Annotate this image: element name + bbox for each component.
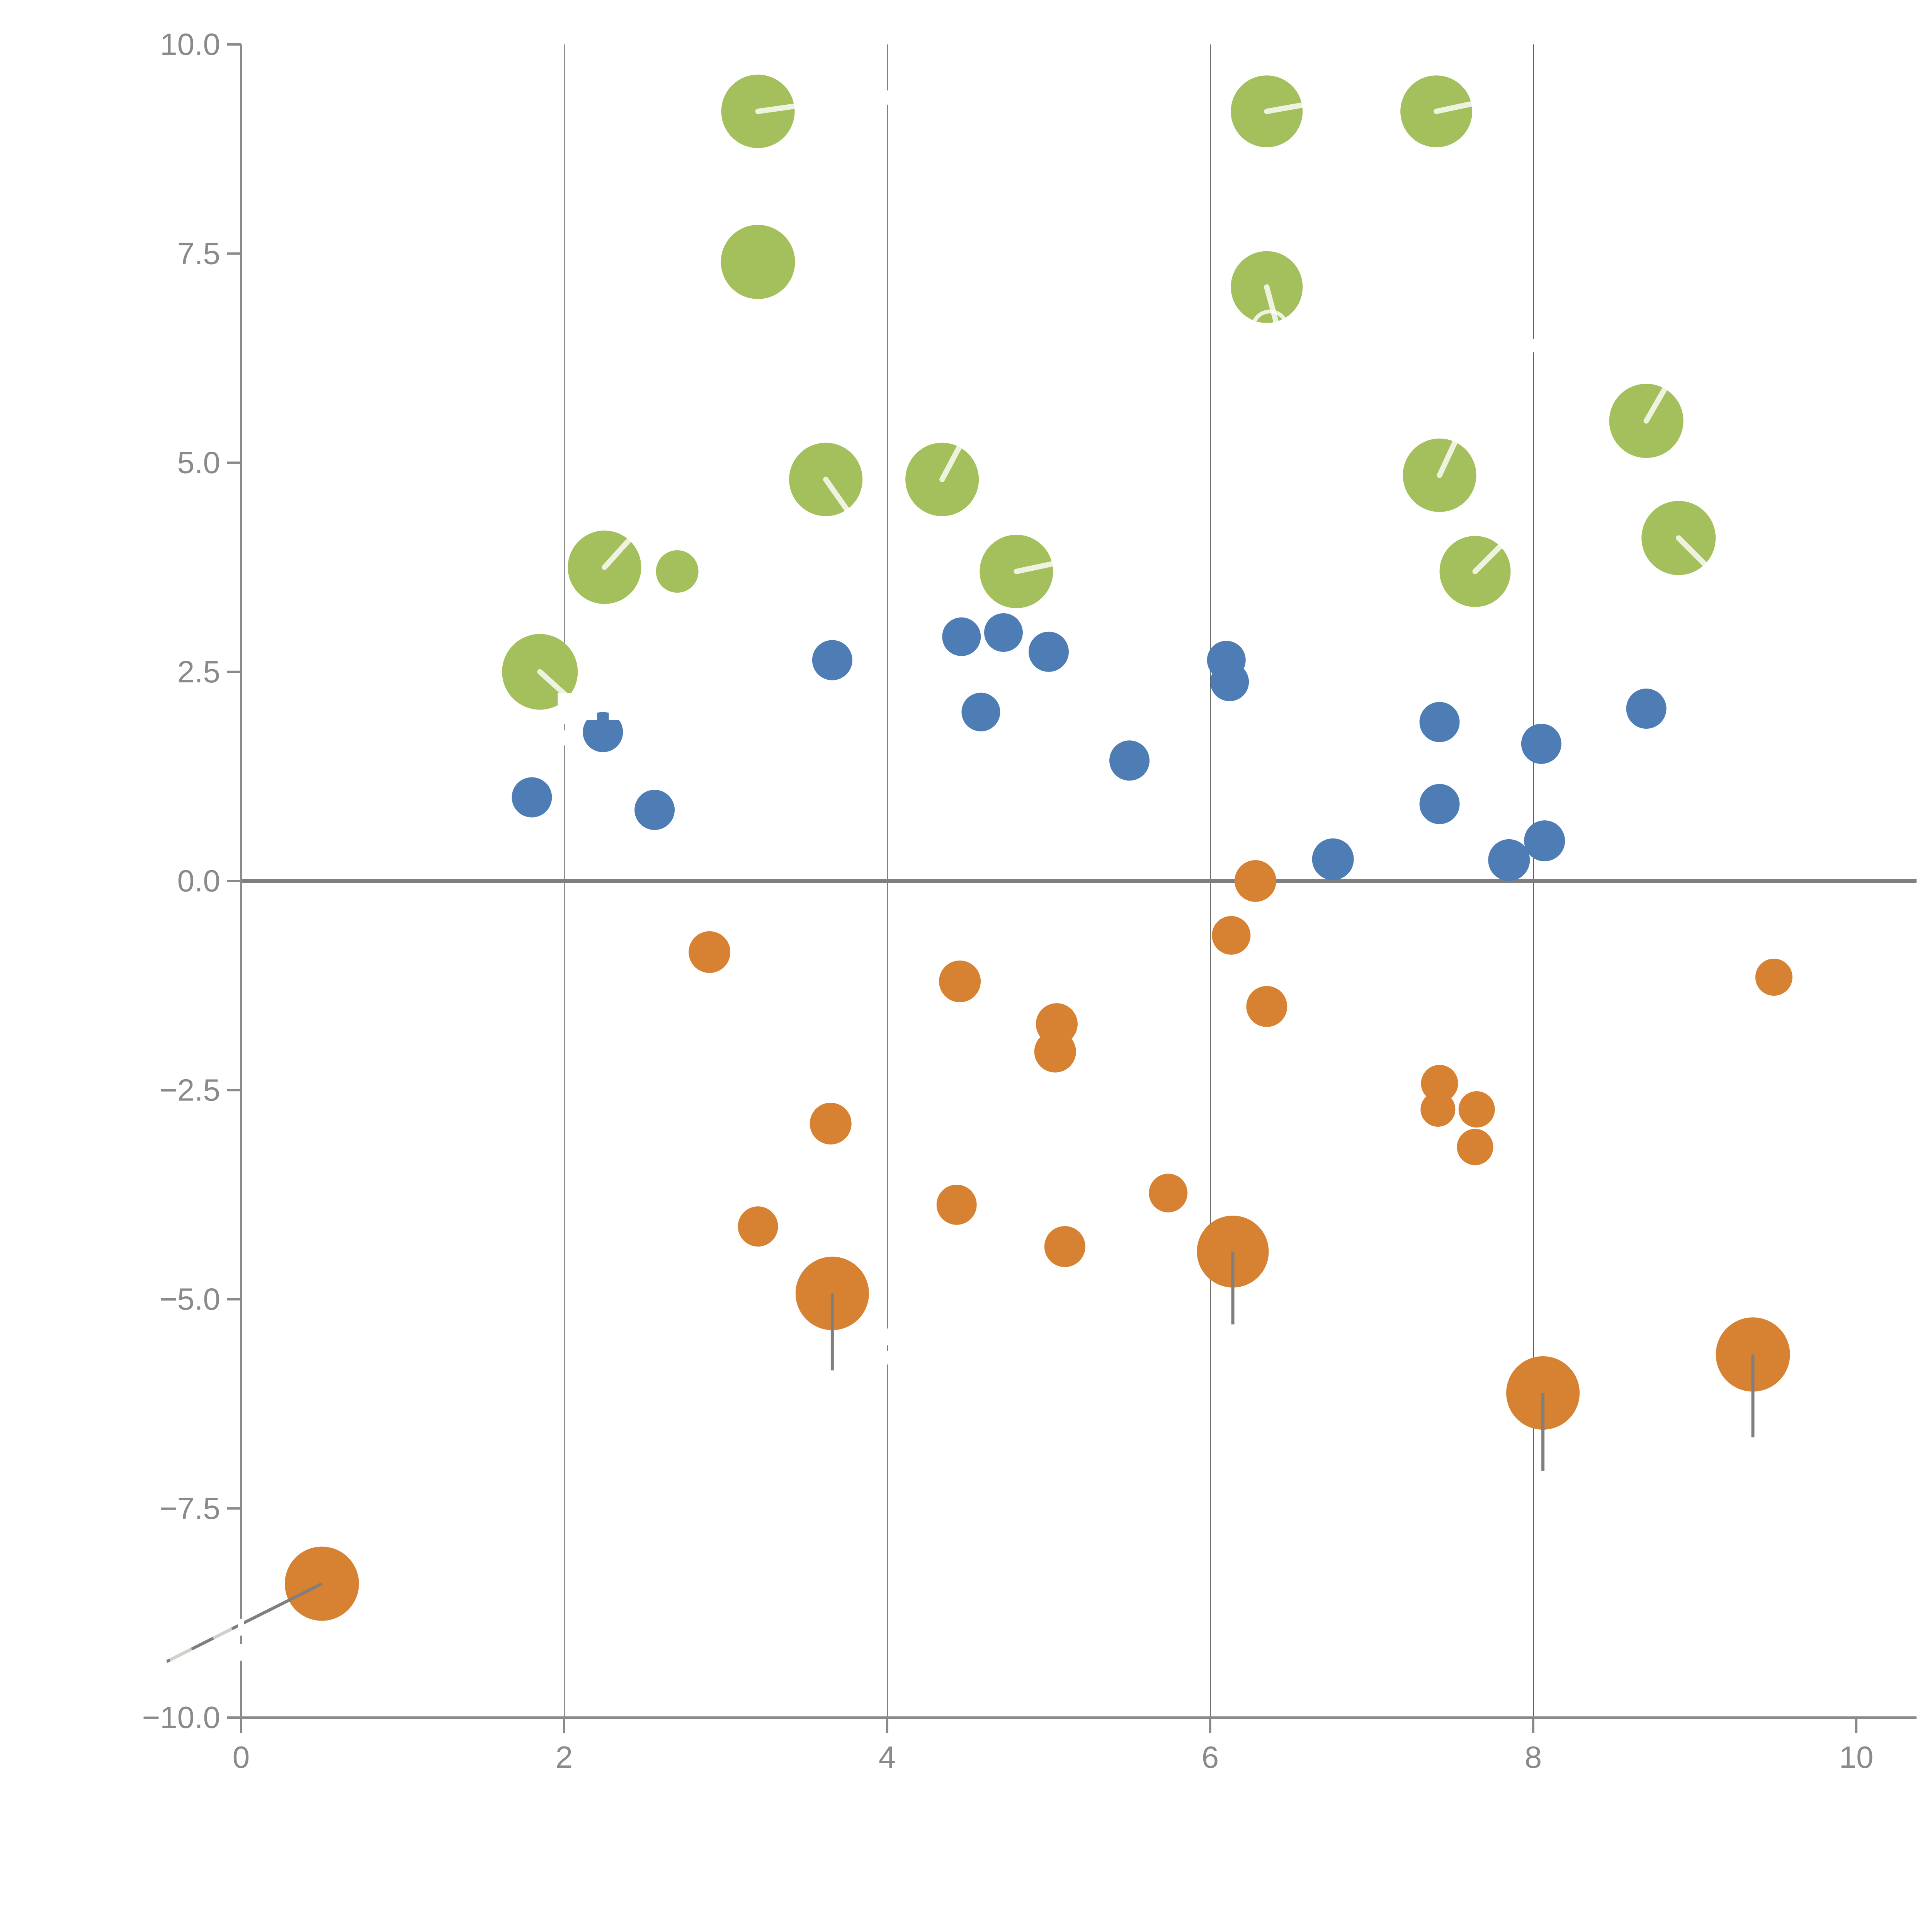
white-hand-artifact — [1643, 386, 1668, 424]
blue-dot — [634, 789, 675, 830]
white-hand-artifact — [1014, 561, 1055, 574]
x-tick-label: 0 — [233, 1740, 250, 1774]
orange-dot — [939, 960, 981, 1002]
leader-line-light-dash — [169, 1648, 192, 1662]
orange-dot — [1420, 1092, 1456, 1127]
blue-dot — [812, 640, 852, 680]
green-bubble — [656, 550, 699, 593]
white-hand-artifact — [755, 103, 797, 114]
white-hand-artifact — [602, 537, 632, 570]
y-tick-label: −5.0 — [159, 1282, 220, 1316]
y-tick-label: 10.0 — [160, 27, 220, 61]
white-hand-artifact — [1437, 439, 1458, 478]
orange-dot — [1044, 1226, 1085, 1267]
blue-dot — [1524, 820, 1565, 862]
orange-dot — [1755, 958, 1793, 996]
blue-dot — [1626, 689, 1667, 729]
blue-dot — [1488, 839, 1530, 881]
y-tick-label: −10.0 — [142, 1700, 220, 1735]
y-tick-label: −7.5 — [159, 1491, 220, 1526]
orange-dot — [1212, 916, 1251, 955]
blue-dot — [1419, 784, 1460, 824]
y-tick-label: 5.0 — [177, 446, 220, 480]
white-hand-artifact — [1472, 543, 1503, 574]
green-bubble — [721, 224, 795, 299]
leader-line-light-dash — [213, 1627, 233, 1640]
orange-dot — [810, 1102, 852, 1145]
y-tick-label: 7.5 — [177, 236, 220, 270]
orange-dot — [1457, 1129, 1493, 1165]
orange-dot — [1458, 1091, 1495, 1128]
blue-dot — [1521, 723, 1561, 764]
white-hand-artifact — [939, 444, 962, 482]
blue-dot — [583, 712, 623, 752]
orange-dot — [689, 931, 731, 973]
blue-dot — [961, 692, 1000, 731]
white-ring-artifact — [1250, 310, 1289, 349]
blue-dot — [1419, 702, 1460, 742]
orange-dot — [1149, 1173, 1188, 1213]
y-tick-label: −2.5 — [159, 1073, 220, 1107]
white-hand-artifact — [823, 476, 850, 512]
blue-dot — [1029, 631, 1069, 672]
x-tick-label: 2 — [556, 1740, 573, 1774]
blue-dot — [1210, 662, 1249, 701]
y-tick-label: 0.0 — [177, 864, 220, 898]
blue-dot — [1109, 740, 1150, 781]
x-tick-label: 4 — [879, 1740, 896, 1774]
white-square-artifact — [602, 673, 620, 691]
y-tick-label: 2.5 — [177, 655, 220, 689]
x-tick-label: 10 — [1839, 1740, 1874, 1774]
white-hand-artifact — [1676, 535, 1708, 567]
x-tick-label: 6 — [1202, 1740, 1219, 1774]
white-square-artifact — [609, 709, 620, 720]
white-square-artifact — [558, 693, 577, 713]
white-square-artifact — [586, 709, 597, 720]
white-hand-artifact — [1264, 102, 1305, 114]
leader-line — [166, 1582, 323, 1663]
orange-dot — [1246, 986, 1287, 1027]
orange-dot — [1034, 1031, 1076, 1073]
blue-dot — [942, 617, 981, 656]
blue-dot — [512, 777, 552, 818]
white-hand-artifact — [537, 669, 571, 700]
blue-dot — [984, 613, 1023, 652]
x-tick-label: 8 — [1525, 1740, 1542, 1774]
white-hand-artifact — [1434, 101, 1475, 114]
orange-dot — [738, 1206, 778, 1247]
blue-dot — [1312, 838, 1354, 880]
white-hand-artifact — [1264, 284, 1279, 325]
orange-dot — [1235, 860, 1277, 902]
orange-dot — [1421, 1065, 1458, 1102]
orange-dot — [936, 1184, 977, 1225]
